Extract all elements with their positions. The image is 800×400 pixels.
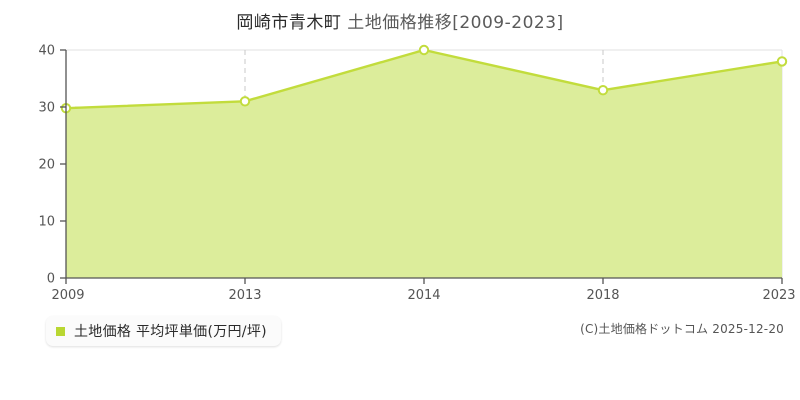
x-tick-label-2014: 2014 <box>407 288 440 303</box>
y-tick-label-0: 0 <box>47 272 55 287</box>
data-point-2013 <box>239 96 251 107</box>
x-tick-marks <box>65 278 783 284</box>
legend-label: 土地価格 平均坪単価(万円/坪) <box>74 324 267 340</box>
x-tick-label-2013: 2013 <box>228 288 261 303</box>
data-point-2018 <box>597 85 609 96</box>
y-tick-label-40: 40 <box>38 44 55 59</box>
y-tick-label-20: 20 <box>38 158 55 173</box>
x-tick-label-2023: 2023 <box>762 288 795 303</box>
y-tick-labels: 40 30 20 10 0 <box>38 44 55 287</box>
chart-title-subject: 土地価格推移[2009-2023] <box>341 13 564 33</box>
data-point-2014 <box>418 44 430 56</box>
y-tick-marks <box>60 49 66 279</box>
x-tick-label-2009: 2009 <box>51 288 84 303</box>
y-tick-label-10: 10 <box>38 215 55 230</box>
legend-swatch-icon <box>56 326 65 336</box>
copyright-credit: (C)土地価格ドットコム 2025-12-20 <box>580 322 784 336</box>
y-tick-label-30: 30 <box>38 101 55 116</box>
x-tick-label-2018: 2018 <box>586 288 619 303</box>
data-point-2023 <box>776 56 788 67</box>
x-tick-labels: 2009 2013 2014 2018 2023 <box>51 288 795 303</box>
data-point-markers <box>60 44 788 114</box>
chart-title: 岡崎市青木町 土地価格推移[2009-2023] <box>0 8 800 34</box>
chart-title-location: 岡崎市青木町 <box>236 13 342 33</box>
area-series-land-price <box>66 50 782 278</box>
chart-legend[interactable]: 土地価格 平均坪単価(万円/坪) <box>46 316 281 346</box>
